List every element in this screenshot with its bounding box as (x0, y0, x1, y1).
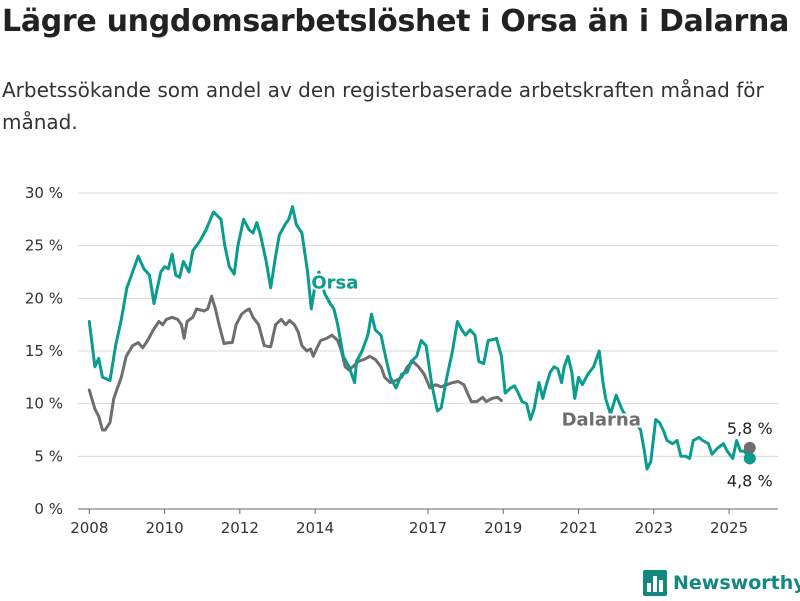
line-chart: 0 %5 %10 %15 %20 %25 %30 % 2008 2010 2012 2… (25, 184, 778, 537)
bar-chart-logo-icon (643, 570, 667, 596)
y-tick-label: 0 % (34, 500, 63, 518)
x-tick-label: 2019 (484, 519, 522, 537)
x-tick-label: 2014 (296, 519, 334, 537)
x-tick-label: 2010 (145, 519, 183, 537)
y-tick-label: 10 % (25, 395, 63, 413)
series-line-dalarna (87, 294, 503, 432)
chart-subtitle: Arbetssökande som andel av den registerb… (2, 78, 764, 134)
x-tick-label: 2012 (221, 519, 259, 537)
y-tick-label: 5 % (34, 447, 63, 465)
end-point-dalarna (743, 441, 756, 454)
chart-title: Lägre ungdomsarbetslöshet i Orsa än i Da… (2, 4, 790, 39)
x-tick-label: 2023 (635, 519, 673, 537)
annotations: Orsa Dalarna 5,8 % 4,8 % (309, 271, 773, 491)
y-axis-ticks: 0 % 5 % 10 % 15 % 20 % 25 % 30 % (25, 184, 63, 518)
end-point-orsa (743, 452, 756, 465)
series-lines (87, 205, 752, 471)
x-tick-label: 2017 (409, 519, 447, 537)
brand-logo: Newsworthy (643, 565, 800, 601)
series-label-dalarna: Dalarna (562, 409, 641, 430)
y-tick-label: 15 % (25, 342, 63, 360)
y-tick-label: 20 % (25, 289, 63, 307)
y-tick-label: 30 % (25, 184, 63, 202)
end-value-label: 5,8 % (727, 419, 773, 438)
end-value-label: 4,8 % (727, 471, 773, 490)
y-tick-label: 25 % (25, 237, 63, 255)
x-tick-label: 2021 (559, 519, 597, 537)
x-tick-label: 2025 (710, 519, 748, 537)
brand-name: Newsworthy (673, 572, 800, 594)
x-axis-ticks: 2008 2010 2012 2014 2017 2019 2021 2023 2025 (70, 509, 748, 537)
series-label-orsa: Orsa (311, 273, 358, 294)
series-line-orsa (87, 205, 752, 471)
x-tick-label: 2008 (70, 519, 108, 537)
